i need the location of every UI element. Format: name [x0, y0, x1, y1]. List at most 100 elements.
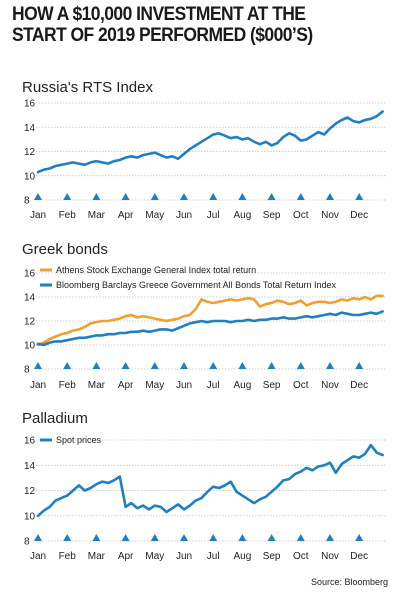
month-marker: [209, 534, 218, 541]
chart-title: Russia's RTS Index: [22, 79, 153, 96]
x-tick-label: Aug: [234, 380, 252, 391]
x-tick-label: May: [145, 210, 164, 221]
month-marker: [326, 193, 334, 200]
x-tick-label: Sep: [263, 210, 281, 221]
month-marker: [209, 362, 218, 369]
month-marker: [267, 193, 276, 200]
x-tick-label: Oct: [293, 380, 309, 391]
x-tick-label: Sep: [263, 380, 281, 391]
y-tick-label: 14: [24, 293, 36, 304]
chart-title: Greek bonds: [22, 241, 108, 258]
month-marker: [267, 362, 276, 369]
x-tick-label: Sep: [263, 551, 281, 562]
x-tick-label: Jan: [30, 210, 46, 221]
month-marker: [355, 362, 364, 369]
month-marker: [150, 362, 159, 369]
month-marker: [267, 534, 276, 541]
month-marker: [326, 534, 334, 541]
chart-title: Palladium: [22, 410, 88, 427]
y-tick-label: 12: [24, 147, 36, 158]
x-tick-label: Jan: [30, 380, 46, 391]
month-marker: [121, 362, 130, 369]
main-title: HOW A $10,000 INVESTMENT AT THE START OF…: [12, 4, 313, 46]
month-marker: [209, 193, 218, 200]
legend-label: Athens Stock Exchange General Index tota…: [56, 265, 256, 275]
y-tick-label: 10: [24, 341, 36, 352]
series-line: [36, 294, 384, 347]
month-marker: [296, 534, 305, 541]
month-marker: [63, 362, 72, 369]
x-tick-label: Dec: [350, 551, 368, 562]
x-tick-label: Apr: [118, 210, 134, 221]
y-tick-label: 8: [24, 537, 30, 548]
x-tick-label: Feb: [59, 551, 77, 562]
month-marker: [296, 362, 305, 369]
x-tick-label: Mar: [88, 380, 106, 391]
y-tick-label: 16: [24, 269, 36, 280]
x-tick-label: Feb: [59, 210, 77, 221]
series-line: [36, 110, 384, 174]
y-tick-label: 8: [24, 196, 30, 207]
x-tick-label: Apr: [118, 551, 134, 562]
x-tick-label: Nov: [321, 380, 339, 391]
x-tick-label: Mar: [88, 210, 106, 221]
month-marker: [355, 534, 364, 541]
y-tick-label: 12: [24, 486, 36, 497]
x-tick-label: Jan: [30, 551, 46, 562]
x-tick-label: Nov: [321, 551, 339, 562]
x-tick-label: Jun: [176, 551, 192, 562]
month-marker: [63, 534, 72, 541]
x-tick-label: Jul: [207, 551, 220, 562]
month-marker: [34, 362, 42, 369]
series-line: [36, 310, 384, 347]
x-tick-label: May: [145, 551, 164, 562]
x-tick-label: Nov: [321, 210, 339, 221]
month-marker: [34, 534, 42, 541]
series-line: [36, 443, 384, 518]
legend-label: Bloomberg Barclays Greece Government All…: [56, 280, 336, 290]
month-marker: [150, 193, 159, 200]
x-tick-label: Jul: [207, 210, 220, 221]
month-marker: [238, 362, 247, 369]
x-tick-label: Jun: [176, 380, 192, 391]
month-marker: [180, 193, 188, 200]
month-marker: [296, 193, 305, 200]
month-marker: [326, 362, 334, 369]
source-note: Source: Bloomberg: [310, 577, 388, 587]
month-marker: [150, 534, 159, 541]
month-marker: [92, 193, 101, 200]
legend-label: Spot prices: [56, 435, 102, 445]
month-marker: [121, 193, 130, 200]
month-marker: [238, 534, 247, 541]
month-marker: [238, 193, 247, 200]
month-marker: [92, 362, 101, 369]
x-tick-label: Feb: [59, 380, 77, 391]
x-tick-label: Dec: [350, 210, 368, 221]
y-tick-label: 12: [24, 317, 36, 328]
x-tick-label: Jun: [176, 210, 192, 221]
x-tick-label: May: [145, 380, 164, 391]
month-marker: [92, 534, 101, 541]
x-tick-label: Apr: [118, 380, 134, 391]
x-tick-label: Jul: [207, 380, 220, 391]
month-marker: [180, 534, 188, 541]
y-tick-label: 10: [24, 171, 36, 182]
x-tick-label: Aug: [234, 551, 252, 562]
y-tick-label: 14: [24, 123, 36, 134]
x-tick-label: Dec: [350, 380, 368, 391]
y-tick-label: 14: [24, 461, 36, 472]
x-tick-label: Oct: [293, 210, 309, 221]
month-marker: [180, 362, 188, 369]
y-tick-label: 8: [24, 365, 30, 376]
month-marker: [34, 193, 42, 200]
x-tick-label: Aug: [234, 210, 252, 221]
x-tick-label: Oct: [293, 551, 309, 562]
y-tick-label: 16: [24, 436, 36, 447]
month-marker: [121, 534, 130, 541]
y-tick-label: 16: [24, 99, 36, 110]
month-marker: [63, 193, 72, 200]
x-tick-label: Mar: [88, 551, 106, 562]
month-marker: [355, 193, 364, 200]
y-tick-label: 10: [24, 511, 36, 522]
